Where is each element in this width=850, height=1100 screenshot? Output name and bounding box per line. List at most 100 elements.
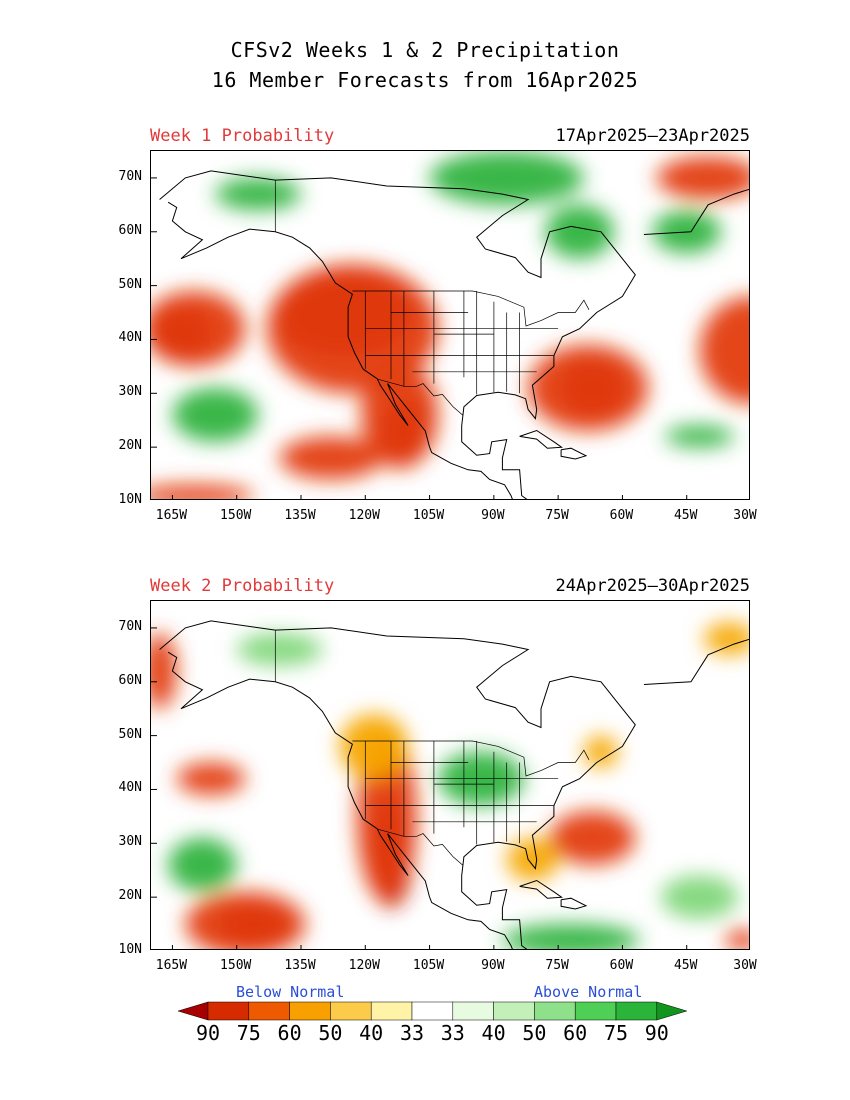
below-normal-label: Below Normal <box>236 983 345 1001</box>
political-borders <box>274 180 590 416</box>
dry-anomaly-region <box>528 344 649 431</box>
colorbar-number: 33 <box>399 1021 425 1045</box>
lat-tick-label: 60N <box>118 222 142 238</box>
lon-tick-label: 120W <box>348 958 380 973</box>
lon-tick-label: 105W <box>412 958 445 973</box>
coastline <box>643 638 749 685</box>
dry-anomaly-region <box>656 156 749 200</box>
coastline <box>167 651 431 898</box>
lat-tick-label: 40N <box>118 330 142 346</box>
colorbar-segment <box>493 1001 535 1021</box>
colorbar-segment <box>615 1001 658 1021</box>
dry-anomaly-region <box>151 633 177 709</box>
political-borders <box>274 630 590 866</box>
map-svg <box>151 151 749 499</box>
wet-anomaly-region <box>502 924 640 949</box>
lat-tick-label: 60N <box>118 672 142 688</box>
lon-tick-label: 105W <box>412 508 445 523</box>
coastline <box>643 188 749 235</box>
dry-anomaly-region <box>583 735 619 768</box>
week1-map <box>150 150 750 500</box>
colorbar-number: 90 <box>195 1021 221 1045</box>
dry-anomaly-region <box>151 291 246 367</box>
wet-anomaly-region <box>661 875 739 919</box>
colorbar-segment <box>574 1001 617 1021</box>
panel1-label: Week 1 Probability <box>150 126 335 146</box>
dry-anomaly-region <box>725 929 749 949</box>
lat-tick-label: 30N <box>118 384 142 400</box>
colorbar-number: 40 <box>481 1021 506 1045</box>
coastline <box>560 447 588 460</box>
wet-anomaly-region <box>236 633 323 666</box>
wet-anomaly-region <box>168 837 237 892</box>
week2-map <box>150 600 750 950</box>
lat-tick-label: 10N <box>118 942 142 957</box>
colorbar <box>177 1001 688 1021</box>
probability-field <box>151 151 749 499</box>
dry-anomaly-region <box>266 264 439 394</box>
coastline <box>167 201 431 448</box>
colorbar-segment <box>452 1001 494 1021</box>
colorbar-segment <box>370 1001 413 1021</box>
lon-tick-label: 45W <box>673 508 698 523</box>
wet-anomaly-region <box>665 425 734 448</box>
lon-tick-label: 30W <box>733 958 757 973</box>
coastline <box>560 897 588 910</box>
lon-tick-label: 135W <box>284 508 316 523</box>
colorbar-number: 40 <box>359 1021 384 1045</box>
coastline <box>429 447 513 499</box>
lat-tick-label: 10N <box>118 492 142 507</box>
colorbar-number: 75 <box>236 1021 261 1045</box>
map-svg <box>151 620 749 949</box>
lat-tick-label: 70N <box>118 618 142 634</box>
lat-tick-label: 50N <box>118 726 142 742</box>
wet-anomaly-region <box>215 177 301 211</box>
dry-anomaly-region <box>176 762 246 795</box>
lon-tick-label: 150W <box>220 958 252 973</box>
colorbar-number: 50 <box>522 1021 547 1045</box>
probability-field <box>151 622 749 949</box>
above-normal-label: Above Normal <box>534 983 643 1001</box>
lon-tick-label: 135W <box>284 958 316 973</box>
colorbar-number: 33 <box>440 1021 465 1045</box>
lon-tick-label: 75W <box>545 508 569 523</box>
coastline <box>159 170 636 499</box>
colorbar-segment <box>207 1001 250 1021</box>
colorbar-number: 90 <box>644 1021 669 1045</box>
lon-tick-label: 120W <box>348 508 380 523</box>
panel2-dates: 24Apr2025—30Apr2025 <box>555 576 750 596</box>
lat-tick-label: 20N <box>118 438 142 454</box>
dry-anomaly-region <box>279 436 383 480</box>
lat-tick-label: 20N <box>118 888 142 904</box>
lon-tick-label: 165W <box>155 958 188 973</box>
title-line-1: CFSv2 Weeks 1 & 2 Precipitation <box>230 38 620 62</box>
lon-tick-label: 75W <box>545 958 569 973</box>
colorbar-low-arrow <box>177 1001 209 1021</box>
coastline <box>429 897 513 949</box>
lon-tick-label: 90W <box>481 958 505 973</box>
lon-tick-label: 165W <box>155 508 188 523</box>
panel1-dates: 17Apr2025—23Apr2025 <box>555 126 750 146</box>
lon-tick-label: 60W <box>609 508 634 523</box>
dry-anomaly-region <box>703 622 749 655</box>
panel2-label: Week 2 Probability <box>150 576 335 596</box>
colorbar-high-arrow <box>656 1001 688 1021</box>
border-line <box>352 290 590 327</box>
colorbar-segment <box>289 1001 331 1021</box>
lat-tick-label: 50N <box>118 276 142 292</box>
colorbar-number: 50 <box>318 1021 343 1045</box>
border-line <box>352 740 590 777</box>
border-line <box>378 828 464 866</box>
border-line <box>378 378 464 416</box>
wet-anomaly-region <box>429 151 584 205</box>
wet-anomaly-region <box>545 204 614 259</box>
lat-tick-label: 30N <box>118 834 142 850</box>
lon-tick-label: 150W <box>220 508 252 523</box>
lon-tick-label: 60W <box>609 958 634 973</box>
coastlines <box>159 170 749 499</box>
colorbar-segment <box>248 1001 290 1021</box>
dry-anomaly-region <box>151 484 254 499</box>
colorbar-number: 60 <box>277 1021 302 1045</box>
lat-tick-label: 70N <box>118 168 142 184</box>
colorbar-segment <box>534 1001 576 1021</box>
